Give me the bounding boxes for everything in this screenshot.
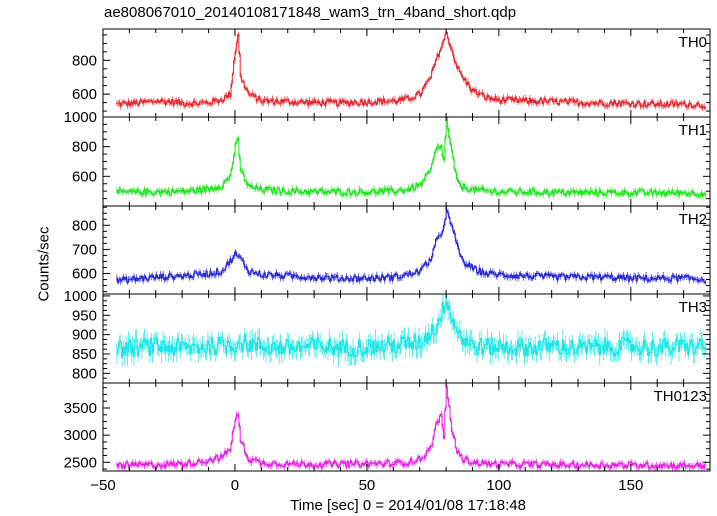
x-tick-label: 0 [231, 477, 239, 494]
panel-label: TH0123 [654, 388, 707, 405]
y-tick-label: 600 [72, 168, 97, 185]
panel-th2: 600 700 800 TH2 [72, 205, 711, 295]
x-tick-label: −50 [90, 477, 115, 494]
panel-th1: 600 800 1000 TH1 [64, 109, 711, 207]
x-axis: −50 0 50 100 150 [90, 477, 643, 494]
panel-frame [102, 205, 711, 295]
y-tick-label: 1000 [64, 288, 97, 305]
series-line-th3 [116, 301, 706, 359]
y-tick-label: 3000 [64, 427, 97, 444]
y-tick-label: 800 [72, 365, 97, 382]
panel-th0123: 2500 3000 3500 TH0123 [64, 382, 711, 472]
panel-th0: 600 800 TH0 [72, 28, 711, 118]
panel-th3: 800 850 900 950 1000 TH3 [64, 288, 711, 384]
panel-label: TH3 [679, 299, 707, 316]
y-tick-label: 800 [72, 217, 97, 234]
error-bars-th1 [116, 117, 706, 200]
panel-label: TH0 [679, 34, 707, 51]
series-line-th2 [116, 209, 706, 284]
error-bars-th3 [116, 294, 706, 367]
y-tick-label: 700 [72, 241, 97, 258]
x-tick-label: 100 [486, 477, 511, 494]
series-line-th1 [116, 117, 706, 197]
y-tick-label: 600 [72, 86, 97, 103]
x-tick-label: 50 [359, 477, 376, 494]
y-tick-label: 900 [72, 327, 97, 344]
panel-label: TH1 [679, 122, 707, 139]
panel-frame [102, 382, 711, 472]
y-tick-label: 2500 [64, 454, 97, 471]
y-tick-label: 1000 [64, 109, 97, 126]
series-line-th0 [116, 32, 706, 109]
y-tick-label: 850 [72, 346, 97, 363]
panel-frame [102, 293, 711, 384]
y-tick-label: 3500 [64, 400, 97, 417]
y-tick-label: 800 [72, 52, 97, 69]
y-tick-label: 950 [72, 307, 97, 324]
y-tick-label: 800 [72, 139, 97, 156]
y-tick-label: 600 [72, 266, 97, 283]
x-axis-label: Time [sec] 0 = 2014/01/08 17:18:48 [290, 497, 526, 514]
error-bars-th2 [116, 206, 706, 285]
panel-label: TH2 [679, 211, 707, 228]
panel-frame [102, 28, 711, 118]
x-tick-label: 150 [618, 477, 643, 494]
series-line-th0123 [116, 386, 706, 469]
y-axis-label: Counts/sec [35, 226, 53, 302]
panels-layer: 600 800 TH0 600 800 1000 TH1 600 700 800 TH2 800 850… [64, 28, 711, 472]
chart-title: ae808067010_20140108171848_wam3_trn_4ban… [104, 4, 517, 21]
panel-frame [102, 116, 711, 207]
error-bars-th0 [116, 30, 706, 112]
